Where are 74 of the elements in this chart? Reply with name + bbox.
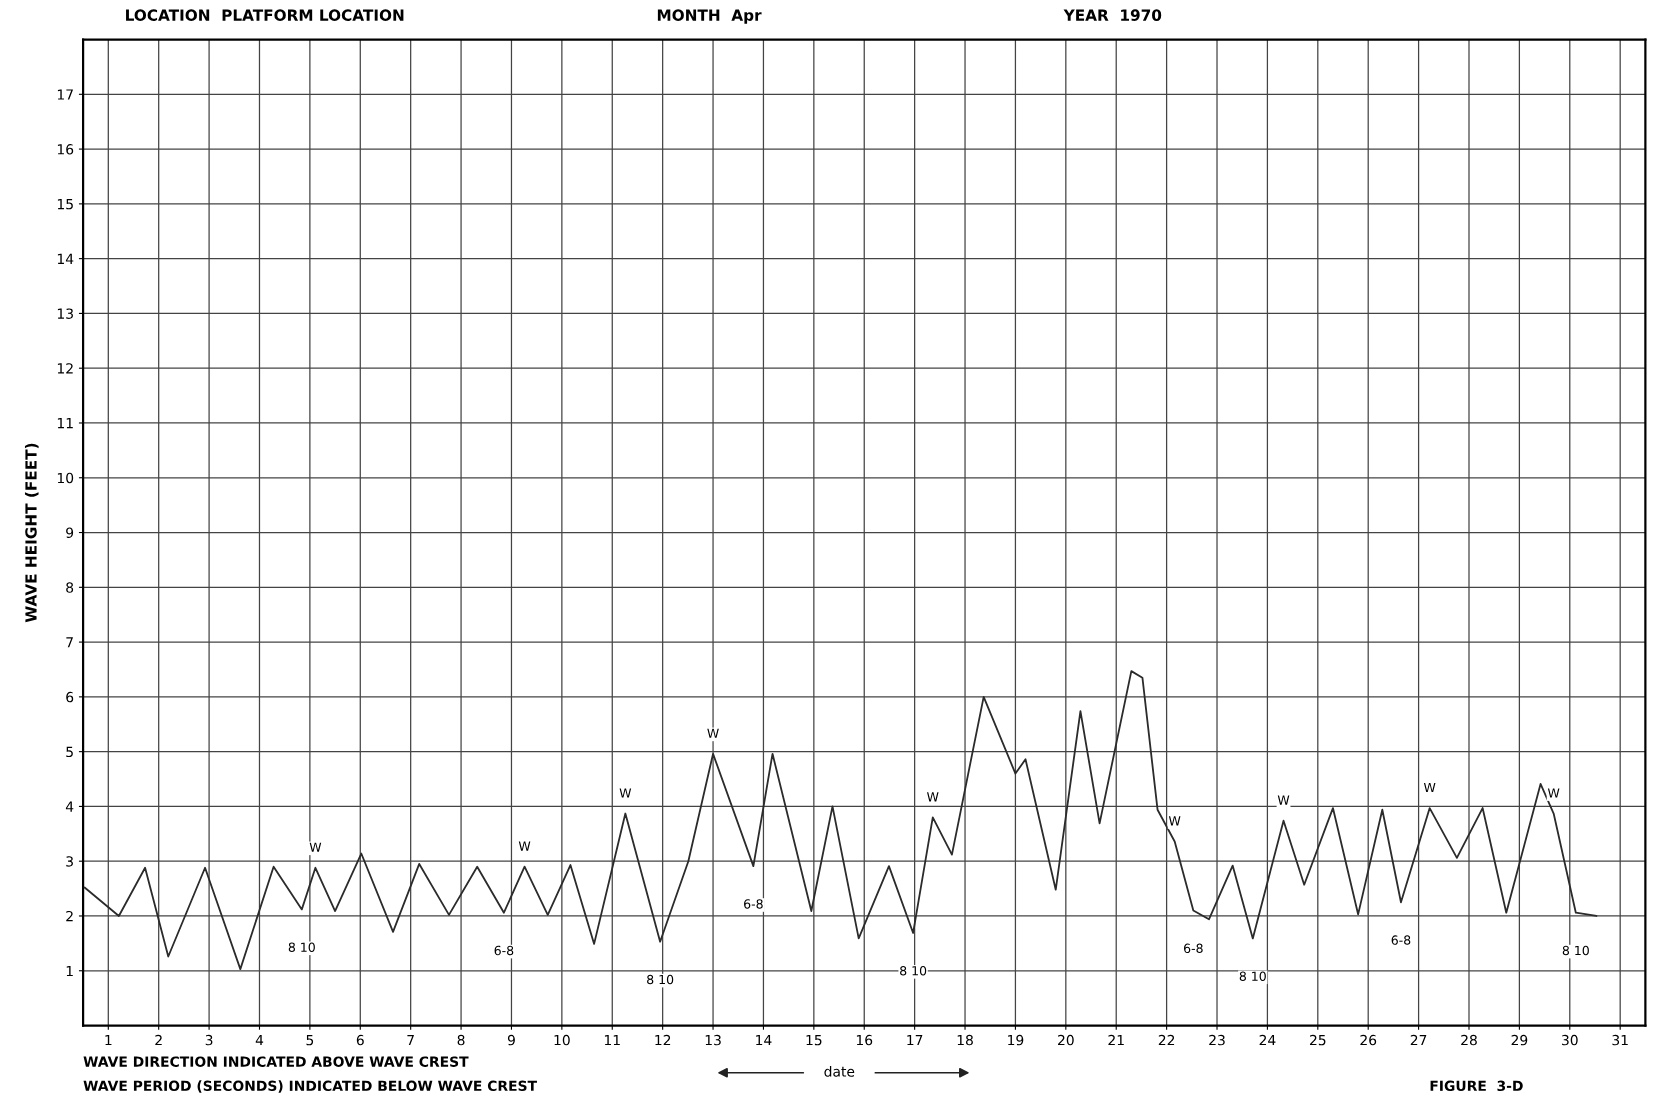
caption: FIGURE 3-D [1430,1080,1523,1092]
y-tick-label: 1 [66,965,73,977]
x-tick-label: 28 [1461,1034,1477,1046]
x-tick-label: 27 [1410,1034,1427,1046]
annotation: 6-8 [494,945,514,956]
x-tick-label: 20 [1058,1034,1074,1046]
x-tick-label: 24 [1259,1034,1276,1046]
y-tick-label: 11 [57,418,73,429]
y-tick-label: 16 [57,144,74,155]
y-tick-label: 15 [57,199,73,210]
x-tick-label: 30 [1562,1034,1578,1046]
chart-title: LOCATION PLATFORM LOCATION [126,9,404,21]
annotation: 8 10 [900,966,927,976]
x-tick-label: 15 [806,1034,822,1046]
x-tick-label: 29 [1511,1034,1528,1046]
x-tick-label: 31 [1612,1034,1628,1046]
x-tick-label: 7 [407,1034,414,1046]
y-tick-label: 3 [66,856,73,867]
annotation: W [619,788,632,798]
y-tick-label: 12 [57,363,73,374]
x-tick-label: 21 [1108,1034,1124,1046]
x-tick-label: 6 [356,1034,364,1046]
x-tick-label: 12 [655,1034,671,1046]
annotation: W [518,841,531,851]
annotation: W [1547,788,1560,798]
x-tick-label: 4 [255,1034,264,1046]
annotation: 6-8 [1183,943,1203,954]
text: YEAR 1970 [1063,9,1162,21]
x-tick-label: 9 [507,1034,515,1046]
annotation: 8 10 [647,974,674,985]
x-tick-label: 19 [1008,1034,1024,1046]
chart-subtitle: MONTH Apr [657,9,762,24]
y-tick-label: 4 [65,801,74,812]
annotation: 6-8 [1391,935,1411,945]
annotation: 8 10 [288,942,315,952]
x-tick-label: 26 [1360,1034,1377,1046]
x-tick-label: 25 [1309,1034,1326,1046]
x-tick-label: 18 [957,1034,973,1046]
y-tick-label: 10 [57,472,74,484]
x-tick-label: 14 [756,1034,772,1046]
text: WAVE PERIOD (SECONDS) INDICATED BELOW WAVE CREST [83,1080,537,1093]
x-tick-label: 10 [554,1034,570,1046]
annotation: W [1168,816,1181,826]
y-tick-label: 14 [57,253,74,264]
x-tick-label: 16 [856,1034,873,1046]
annotation: W [309,842,322,852]
x-axis-title: date [824,1066,855,1077]
x-tick-label: 17 [907,1034,923,1046]
x-tick-label: 22 [1158,1034,1175,1046]
x-tick-label: 13 [705,1034,721,1046]
text: WAVE DIRECTION INDICATED ABOVE WAVE CREST [83,1056,469,1067]
y-tick-label: 5 [66,746,73,758]
x-tick-label: 3 [205,1034,213,1046]
y-tick-label: 6 [66,691,74,703]
x-tick-label: 5 [306,1034,314,1046]
y-tick-label: 2 [66,910,73,922]
y-tick-label: 13 [57,308,73,319]
y-tick-label: 8 [66,582,74,593]
annotation: W [1277,795,1290,805]
annotation: W [707,728,719,738]
annotation: W [1423,782,1436,793]
y-axis-title: WAVE HEIGHT (FEET) [24,443,39,623]
x-tick-label: 11 [604,1034,620,1046]
annotation: 6-8 [744,899,763,909]
annotation: W [927,792,939,802]
y-tick-label: 7 [66,637,73,648]
x-tick-label: 1 [105,1034,112,1046]
annotation: 8 10 [1562,945,1589,956]
x-tick-label: 2 [155,1034,162,1046]
y-tick-label: 9 [66,527,74,538]
x-tick-label: 8 [457,1034,465,1046]
annotation: 8 10 [1239,971,1266,981]
y-tick-label: 17 [57,89,73,100]
x-tick-label: 23 [1209,1034,1225,1046]
